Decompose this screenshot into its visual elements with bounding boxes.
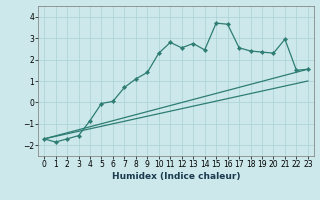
X-axis label: Humidex (Indice chaleur): Humidex (Indice chaleur) — [112, 172, 240, 181]
